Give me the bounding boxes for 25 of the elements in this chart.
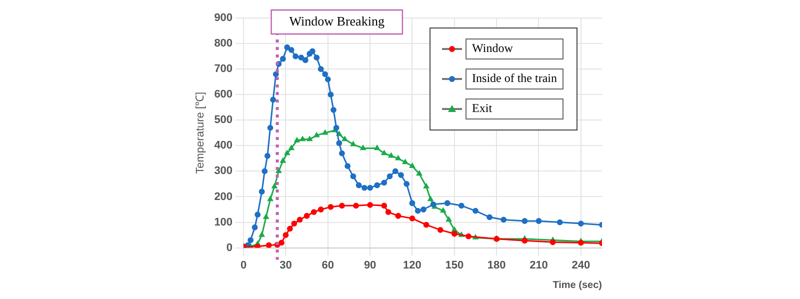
x-tick-label: 120 (403, 259, 422, 272)
x-tick-label: 60 (322, 259, 334, 272)
y-tick-label: 100 (214, 216, 233, 228)
x-tick-label: 150 (445, 259, 464, 272)
legend-label: Inside of the train (472, 71, 558, 86)
y-tick-label: 500 (214, 114, 233, 126)
x-tick-label: 240 (572, 259, 590, 272)
y-tick-label: 200 (214, 190, 233, 203)
x-tick-label: 90 (364, 259, 376, 272)
y-axis-title: Temperature [℃] (194, 92, 207, 174)
x-tick-label: 30 (280, 259, 292, 272)
x-tick-label: 210 (530, 259, 548, 272)
y-tick-label: 700 (214, 63, 233, 76)
x-axis-title: Time (sec) (552, 280, 602, 291)
y-tick-label: 900 (214, 12, 233, 24)
legend-label: Exit (472, 101, 493, 116)
y-tick-label: 300 (214, 165, 233, 178)
y-tick-label: 400 (214, 140, 233, 152)
legend-label: Window (472, 41, 514, 56)
x-tick-label: 0 (240, 259, 247, 272)
y-tick-label: 0 (226, 242, 233, 254)
x-tick-label: 180 (487, 259, 506, 272)
y-tick-label: 600 (214, 88, 233, 101)
y-tick-label: 800 (214, 38, 233, 50)
ref-line-label: Window Breaking (289, 13, 385, 28)
